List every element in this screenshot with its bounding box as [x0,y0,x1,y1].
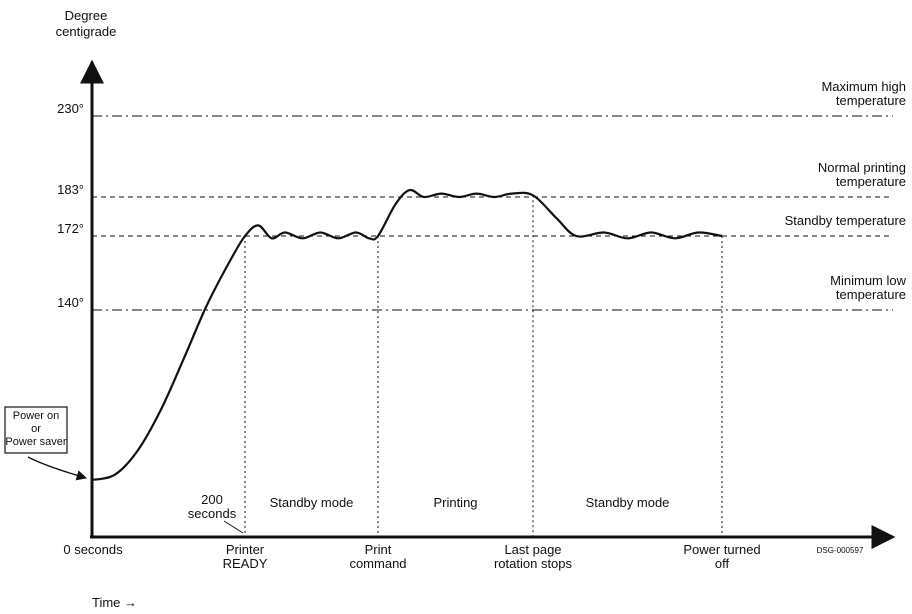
power-on-line-1: Power on [13,410,59,422]
event-label-0-line-1: 0 seconds [63,542,123,557]
event-label-350-line-1: Print [365,542,392,557]
reference-label-140-line-2: temperature [836,287,906,302]
seconds-200-line-2: seconds [188,506,237,521]
event-label-570-line-1: Last page [504,542,561,557]
reference-label-183-line-2: temperature [836,174,906,189]
reference-lines [92,115,893,311]
phase-labels: Standby mode Printing Standby mode [270,495,670,510]
y-axis-title-line-2: centigrade [56,24,117,39]
power-on-line-3: Power saver [5,436,66,448]
power-on-line-2: or [31,423,41,435]
reference-label-172-line-1: Standby temperature [785,213,906,228]
y-tick-230: 230° [57,101,84,116]
reference-label-230-line-2: temperature [836,93,906,108]
seconds-200-leader [223,520,244,534]
reference-label-230-line-1: Maximum high [821,79,906,94]
event-label-200-line-1: Printer [226,542,265,557]
phase-label-3: Standby mode [586,495,670,510]
event-label-350-line-2: command [349,556,406,571]
event-label-570-line-2: rotation stops [494,556,573,571]
power-on-pointer [27,456,87,481]
y-tick-172: 172° [57,221,84,236]
seconds-200-line-1: 200 [201,492,223,507]
event-label-810-line-1: Power turned [683,542,760,557]
y-tick-labels: 230° 183° 172° 140° [57,101,84,310]
figure-code: DSG-000597 [817,546,864,555]
temperature-curve [91,188,723,482]
power-on-box-frame [4,406,68,454]
power-on-box: Power on or Power saver [4,406,68,454]
event-label-810-line-2: off [715,556,730,571]
y-tick-140: 140° [57,295,84,310]
phase-label-1: Standby mode [270,495,354,510]
y-tick-183: 183° [57,182,84,197]
event-label-200-line-2: READY [223,556,268,571]
reference-label-183-line-1: Normal printing [818,160,906,175]
x-axis-title: Time → [92,595,137,610]
reference-label-140-line-1: Minimum low [830,273,906,288]
event-lines [244,195,723,537]
y-axis-title-line-1: Degree [65,8,108,23]
phase-label-2: Printing [433,495,477,510]
